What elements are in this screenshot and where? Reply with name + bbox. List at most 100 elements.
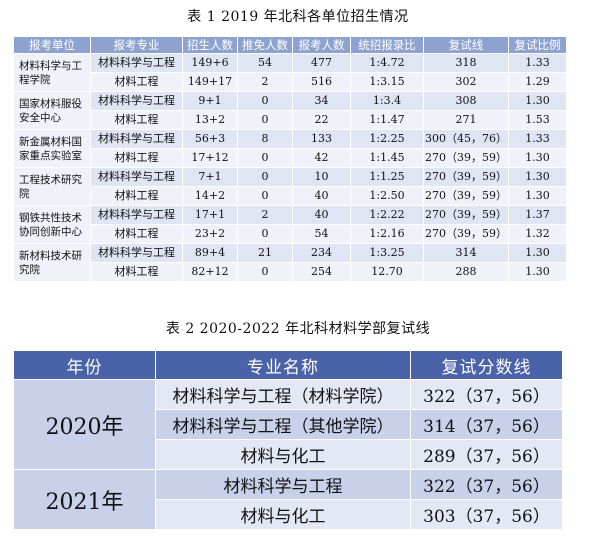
- header-cell: 复试线: [423, 36, 509, 54]
- table2-caption: 表 2 2020-2022 年北科材料学部复试线: [165, 321, 431, 337]
- table-cell: 1:2.25: [350, 129, 424, 149]
- header-cell: 统招报录比: [350, 36, 424, 54]
- table-cell: 1:2.50: [350, 186, 424, 206]
- table-cell: 0: [237, 167, 293, 187]
- table-row: 国家材料服役安全中心 材料科学与工程 9+1 0 34 1:3.4 308 1.30: [13, 91, 567, 130]
- table-cell: 材料科学与工程: [90, 243, 183, 263]
- table-cell: 2: [237, 205, 293, 225]
- table-cell: 1.33: [508, 129, 567, 149]
- table-row: 材料工程 14+2 0 40 1:2.50 270（39，59） 1.30: [14, 186, 567, 206]
- table-cell: 1.53: [508, 110, 567, 130]
- table-cell: 17+12: [182, 148, 238, 168]
- table-cell: 1:2.22: [350, 205, 424, 225]
- table-row: 工程技术研究院 材料科学与工程 7+1 0 10 1:1.25 270（39，59） 1.30: [13, 167, 567, 206]
- table-cell: 8: [237, 129, 293, 149]
- table-cell: 1.30: [508, 186, 567, 206]
- unit-cell: 新金属材料国家重点实验室: [13, 129, 91, 168]
- header-cell: 报考单位: [13, 36, 91, 54]
- table-cell: 1:1.25: [350, 167, 424, 187]
- table-cell: 1:1.45: [350, 148, 424, 168]
- header-cell: 报考专业: [90, 36, 183, 54]
- table-cell: 材料科学与工程: [90, 129, 183, 149]
- table-cell: 1:3.4: [350, 91, 424, 111]
- header-cell: 复试分数线: [410, 350, 563, 380]
- table-row: 材料与化工 303（37，56）: [14, 499, 563, 530]
- retest-score-table-2020-2022: 年份 专业名称 复试分数线 2020年 材料科学与工程（材料学院） 322（37，5…: [13, 350, 563, 530]
- table-cell: 材料工程: [90, 262, 183, 282]
- table-cell: 314: [423, 243, 509, 263]
- table-cell: 1.30: [508, 167, 567, 187]
- table-row: 材料工程 13+2 0 22 1:1.47 271 1.53: [14, 110, 567, 130]
- table-row: 2020年 材料科学与工程（材料学院） 322（37，56）: [13, 379, 563, 470]
- unit-cell: 钢铁共性技术协同创新中心: [13, 205, 91, 244]
- table-cell: 270（39，59）: [423, 224, 509, 244]
- enrollment-table-2019: 报考单位 报考专业 招生人数 推免人数 报考人数 统招报录比 复试线 复试比例 …: [13, 36, 567, 282]
- table-cell: 1:1.47: [350, 110, 424, 130]
- table-cell: 0: [237, 224, 293, 244]
- table-cell: 40: [292, 205, 351, 225]
- header-cell: 报考人数: [292, 36, 351, 54]
- table-cell: 1:3.15: [350, 72, 424, 92]
- year-cell: 2021年: [13, 469, 156, 530]
- table-cell: 271: [423, 110, 509, 130]
- table-row: 材料工程 149+17 2 516 1:3.15 302 1.29: [14, 72, 567, 92]
- table-cell: 516: [292, 72, 351, 92]
- table-cell: 1:4.72: [350, 53, 424, 73]
- header-cell: 复试比例: [508, 36, 567, 54]
- header-cell: 年份: [13, 350, 156, 380]
- table-cell: 149+17: [182, 72, 238, 92]
- table-cell: 234: [292, 243, 351, 263]
- header-cell: 招生人数: [182, 36, 238, 54]
- table-cell: 1.32: [508, 224, 567, 244]
- major-name-cell: 材料与化工: [155, 499, 411, 530]
- table-cell: 材料科学与工程: [90, 167, 183, 187]
- header-cell: 专业名称: [155, 350, 411, 380]
- table-cell: 23+2: [182, 224, 238, 244]
- table-row: 新金属材料国家重点实验室 材料科学与工程 56+3 8 133 1:2.25 300（45，…: [13, 129, 567, 168]
- table-cell: 14+2: [182, 186, 238, 206]
- major-name-cell: 材料科学与工程（其他学院）: [155, 409, 411, 440]
- major-name-cell: 材料科学与工程（材料学院）: [155, 379, 411, 410]
- header-cell: 推免人数: [237, 36, 293, 54]
- score-line-cell: 289（37，56）: [410, 439, 563, 470]
- score-line-cell: 322（37，56）: [410, 379, 563, 410]
- table-row: 材料工程 17+12 0 42 1:1.45 270（39，59） 1.30: [14, 148, 567, 168]
- table-cell: 材料工程: [90, 186, 183, 206]
- table-cell: 10: [292, 167, 351, 187]
- table-cell: 270（39，59）: [423, 148, 509, 168]
- table-row: 新材料技术研究院 材料科学与工程 89+4 21 234 1:3.25 314 1.30: [13, 243, 567, 282]
- table-cell: 0: [237, 262, 293, 282]
- table-cell: 54: [237, 53, 293, 73]
- table-cell: 0: [237, 186, 293, 206]
- table-cell: 材料科学与工程: [90, 205, 183, 225]
- table-cell: 0: [237, 110, 293, 130]
- table-row: 材料科学与工程（其他学院） 314（37，56）: [14, 409, 563, 440]
- table-cell: 1.33: [508, 53, 567, 73]
- table-cell: 318: [423, 53, 509, 73]
- table-cell: 254: [292, 262, 351, 282]
- table-cell: 1.37: [508, 205, 567, 225]
- table-cell: 0: [237, 148, 293, 168]
- unit-cell: 国家材料服役安全中心: [13, 91, 91, 130]
- table-cell: 1.30: [508, 91, 567, 111]
- score-line-cell: 314（37，56）: [410, 409, 563, 440]
- score-line-cell: 303（37，56）: [410, 499, 563, 530]
- table-cell: 82+12: [182, 262, 238, 282]
- table-cell: 270（39，59）: [423, 167, 509, 187]
- table-cell: 89+4: [182, 243, 238, 263]
- year-cell: 2020年: [13, 379, 156, 470]
- table-row: 钢铁共性技术协同创新中心 材料科学与工程 17+1 2 40 1:2.22 270（39，5…: [13, 205, 567, 244]
- table-cell: 17+1: [182, 205, 238, 225]
- table-cell: 1.30: [508, 243, 567, 263]
- table-cell: 22: [292, 110, 351, 130]
- table-cell: 2: [237, 72, 293, 92]
- table-cell: 材料工程: [90, 110, 183, 130]
- table-cell: 9+1: [182, 91, 238, 111]
- table-cell: 308: [423, 91, 509, 111]
- table-cell: 477: [292, 53, 351, 73]
- table-cell: 149+6: [182, 53, 238, 73]
- table-cell: 54: [292, 224, 351, 244]
- table-cell: 材料工程: [90, 72, 183, 92]
- table-cell: 材料科学与工程: [90, 53, 183, 73]
- table-cell: 34: [292, 91, 351, 111]
